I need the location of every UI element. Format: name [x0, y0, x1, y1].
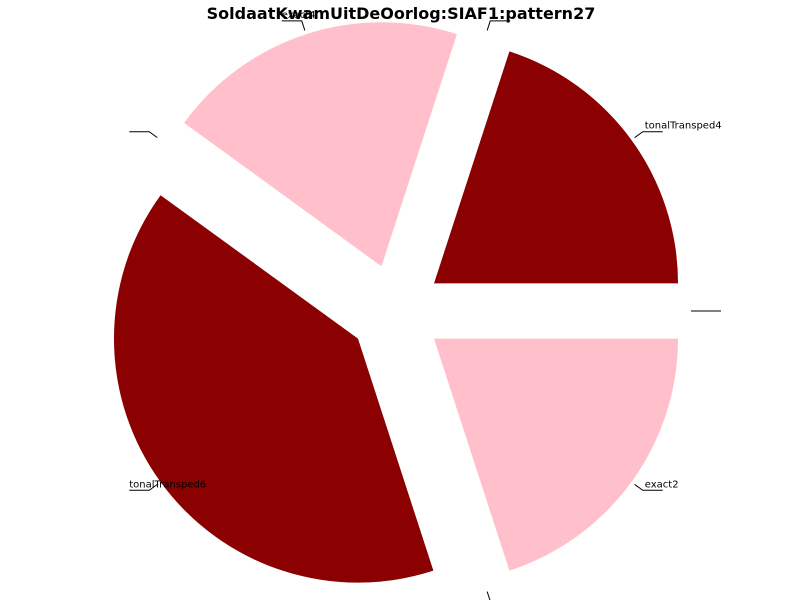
leader-line-tonaltransped6: [129, 483, 158, 491]
slice-label-exact2: exact2: [645, 479, 679, 490]
leader-line-empty-3: [129, 131, 158, 139]
slice-leader-lines: [129, 20, 721, 600]
pie-slices: [113, 22, 679, 583]
slice-label-tonaltransped6: tonalTransped6: [129, 479, 206, 490]
leader-line-empty-1: [486, 591, 491, 600]
slice-label-exact4: exact4: [282, 10, 316, 21]
slice-labels: exact2 tonalTransped6 exact4 tonalTransped4: [129, 10, 721, 490]
pie-slice-exact2: [434, 338, 679, 571]
leader-line-exact2: [634, 483, 663, 491]
leader-line-tonaltransped4: [634, 131, 663, 139]
chart-title: SoldaatKwamUitDeOorlog:SIAF1:pattern27: [207, 4, 596, 23]
leader-line-empty-5: [486, 20, 511, 31]
slice-label-tonaltransped4: tonalTransped4: [645, 121, 722, 132]
pie-slice-tonaltransped6: [113, 195, 434, 583]
pie-slice-exact4: [184, 22, 457, 267]
pie-slice-tonaltransped4: [434, 51, 679, 284]
leader-line-exact4: [281, 20, 306, 31]
